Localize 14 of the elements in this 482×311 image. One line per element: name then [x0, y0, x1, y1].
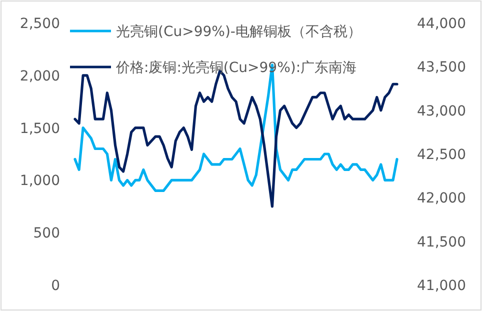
y2-tick-label: 43,000	[417, 103, 466, 120]
legend-label: 光亮铜(Cu>99%)-电解铜板（不含税）	[116, 24, 362, 40]
y-tick-label: 1,000	[20, 173, 60, 190]
y2-tick-label: 42,000	[417, 190, 466, 207]
y2-tick-label: 43,500	[417, 60, 466, 76]
y-tick-label: 2,500	[20, 16, 60, 32]
y-tick-label: 0	[51, 278, 60, 294]
y2-tick-label: 42,500	[417, 147, 466, 163]
y2-tick-label: 41,500	[417, 234, 466, 250]
y-tick-label: 2,000	[20, 68, 60, 84]
y2-tick-label: 44,000	[417, 16, 466, 32]
y-tick-label: 500	[33, 226, 60, 242]
y2-tick-label: 41,000	[417, 278, 466, 294]
y-tick-label: 1,500	[20, 120, 60, 137]
